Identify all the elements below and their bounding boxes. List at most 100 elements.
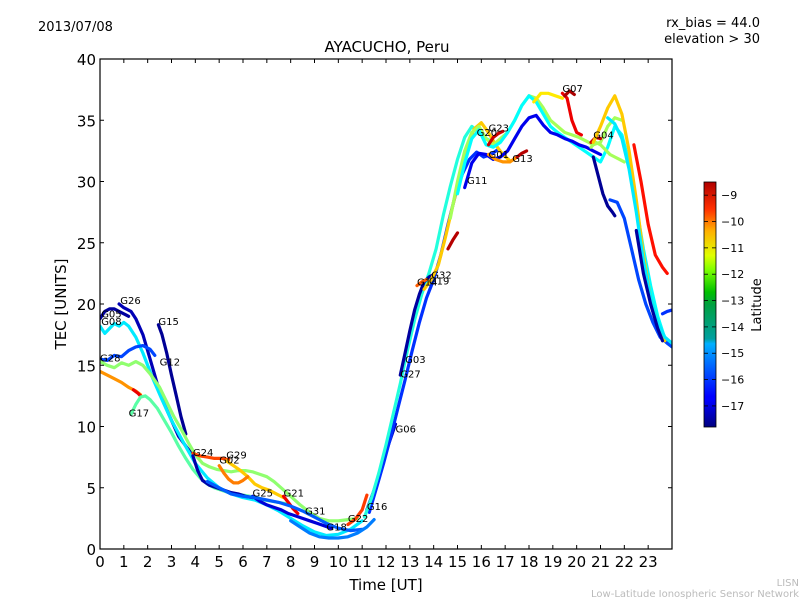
x-tick-label: 3 [167,553,177,571]
org-long-label: Low-Latitude Ionospheric Sensor Network [591,589,799,600]
colorbar-tick-label: −16 [721,374,744,387]
colorbar-tick-label: −14 [721,321,744,334]
series-g07 [532,91,565,104]
y-tick-label: 25 [77,235,96,253]
y-tick-label: 30 [77,174,96,192]
x-tick-label: 16 [472,553,491,571]
colorbar-tick-label: −13 [721,295,744,308]
x-tick-label: 12 [376,553,395,571]
x-tick-label: 20 [567,553,586,571]
series-g08 [100,320,364,538]
x-tick-label: 2 [143,553,153,571]
satellite-label-g26: G26 [120,296,140,307]
x-tick-label: 0 [95,553,105,571]
date-label: 2013/07/08 [38,20,113,35]
satellite-label-g31: G31 [305,507,325,518]
series-g06 [367,148,500,514]
y-tick-label: 35 [77,112,96,130]
satellite-label-g21: G21 [284,488,304,499]
x-tick-label: 23 [639,553,658,571]
colorbar-tick-label: −15 [721,347,744,360]
satellite-label-g07: G07 [562,84,582,95]
series-g18 [289,517,376,540]
satellite-label-g15: G15 [158,317,178,328]
satellite-label-g27: G27 [400,370,420,381]
satellite-label-g20: G20 [477,128,497,139]
y-tick-label: 5 [86,480,96,498]
satellite-label-g12: G12 [160,357,180,368]
elevation-label: elevation > 30 [664,32,760,47]
satellite-label-g11: G11 [467,176,487,187]
x-tick-label: 6 [238,553,248,571]
satellite-label-g16: G16 [367,502,387,513]
series-g22 [346,493,369,527]
rx-bias-label: rx_bias = 44.0 [666,16,760,31]
x-tick-label: 14 [424,553,443,571]
y-tick-label: 20 [77,296,96,314]
series-g10 [632,143,669,275]
satellite-label-g32: G32 [431,270,451,281]
x-tick-label: 9 [310,553,320,571]
axis-ticks: 0 1 2 3 4 5 6 7 8 9 10 11 12 13 14 15 16 17 18 19 20 21 22 2305… [77,51,672,571]
series-g02 [217,464,250,485]
y-tick-label: 10 [77,419,96,437]
x-tick-label: 15 [448,553,467,571]
colorbar-tick-label: −9 [721,189,737,202]
series-g28 [100,344,157,362]
y-tick-label: 0 [86,541,96,559]
series-g17b [131,388,143,398]
series-g04b [591,155,617,218]
x-tick-label: 4 [191,553,201,571]
satellite-label-g29: G29 [226,450,246,461]
satellite-label-g01: G01 [489,150,509,161]
x-tick-label: 10 [329,553,348,571]
x-tick-label: 1 [119,553,129,571]
x-tick-label: 18 [519,553,538,571]
series-g07c [563,89,576,98]
x-tick-label: 17 [496,553,515,571]
colorbar-tick-label: −17 [721,400,744,413]
satellite-label-g18: G18 [326,523,346,534]
colorbar-tick-label: −10 [721,216,744,229]
satellite-label-g14: G14 [417,278,437,289]
series-g33 [634,228,665,343]
series-g13 [486,152,519,164]
colorbar-tick-label: −12 [721,268,744,281]
y-tick-label: 40 [77,51,96,69]
series-g30 [606,116,672,345]
series-g05 [100,307,131,321]
satellite-label-g25: G25 [253,488,273,499]
y-axis-label: TEC [UNITS] [52,259,70,351]
satellite-label-g22: G22 [348,514,368,525]
x-tick-label: 19 [543,553,562,571]
satellite-label-g05: G05 [101,310,121,321]
series-g29 [224,459,286,500]
plot-frame [99,58,673,550]
series-g31 [205,480,364,533]
series-g07b [560,91,584,137]
series-layer [100,89,672,540]
x-tick-label: 7 [262,553,272,571]
x-tick-label: 21 [591,553,610,571]
satellite-label-g24: G24 [193,448,213,459]
series-g34 [660,308,672,316]
series-g25 [250,494,333,530]
chart-title: AYACUCHO, Peru [324,38,449,56]
satellite-label-g17: G17 [129,409,149,420]
y-tick-label: 15 [77,357,96,375]
series-g23 [486,129,505,147]
series-g15 [156,323,188,436]
series-g03 [398,273,436,377]
satellite-label-g03: G03 [405,355,425,366]
colorbar-label: Latitude [750,278,765,332]
colorbar-tick-label: −11 [721,242,744,255]
series-g27 [362,124,495,519]
x-tick-label: 22 [615,553,634,571]
series-g24 [191,451,231,462]
series-g13b [515,149,529,159]
satellite-label-g06: G06 [396,425,416,436]
org-short-label: LISN [777,578,799,589]
satellite-label-g04: G04 [593,131,613,142]
